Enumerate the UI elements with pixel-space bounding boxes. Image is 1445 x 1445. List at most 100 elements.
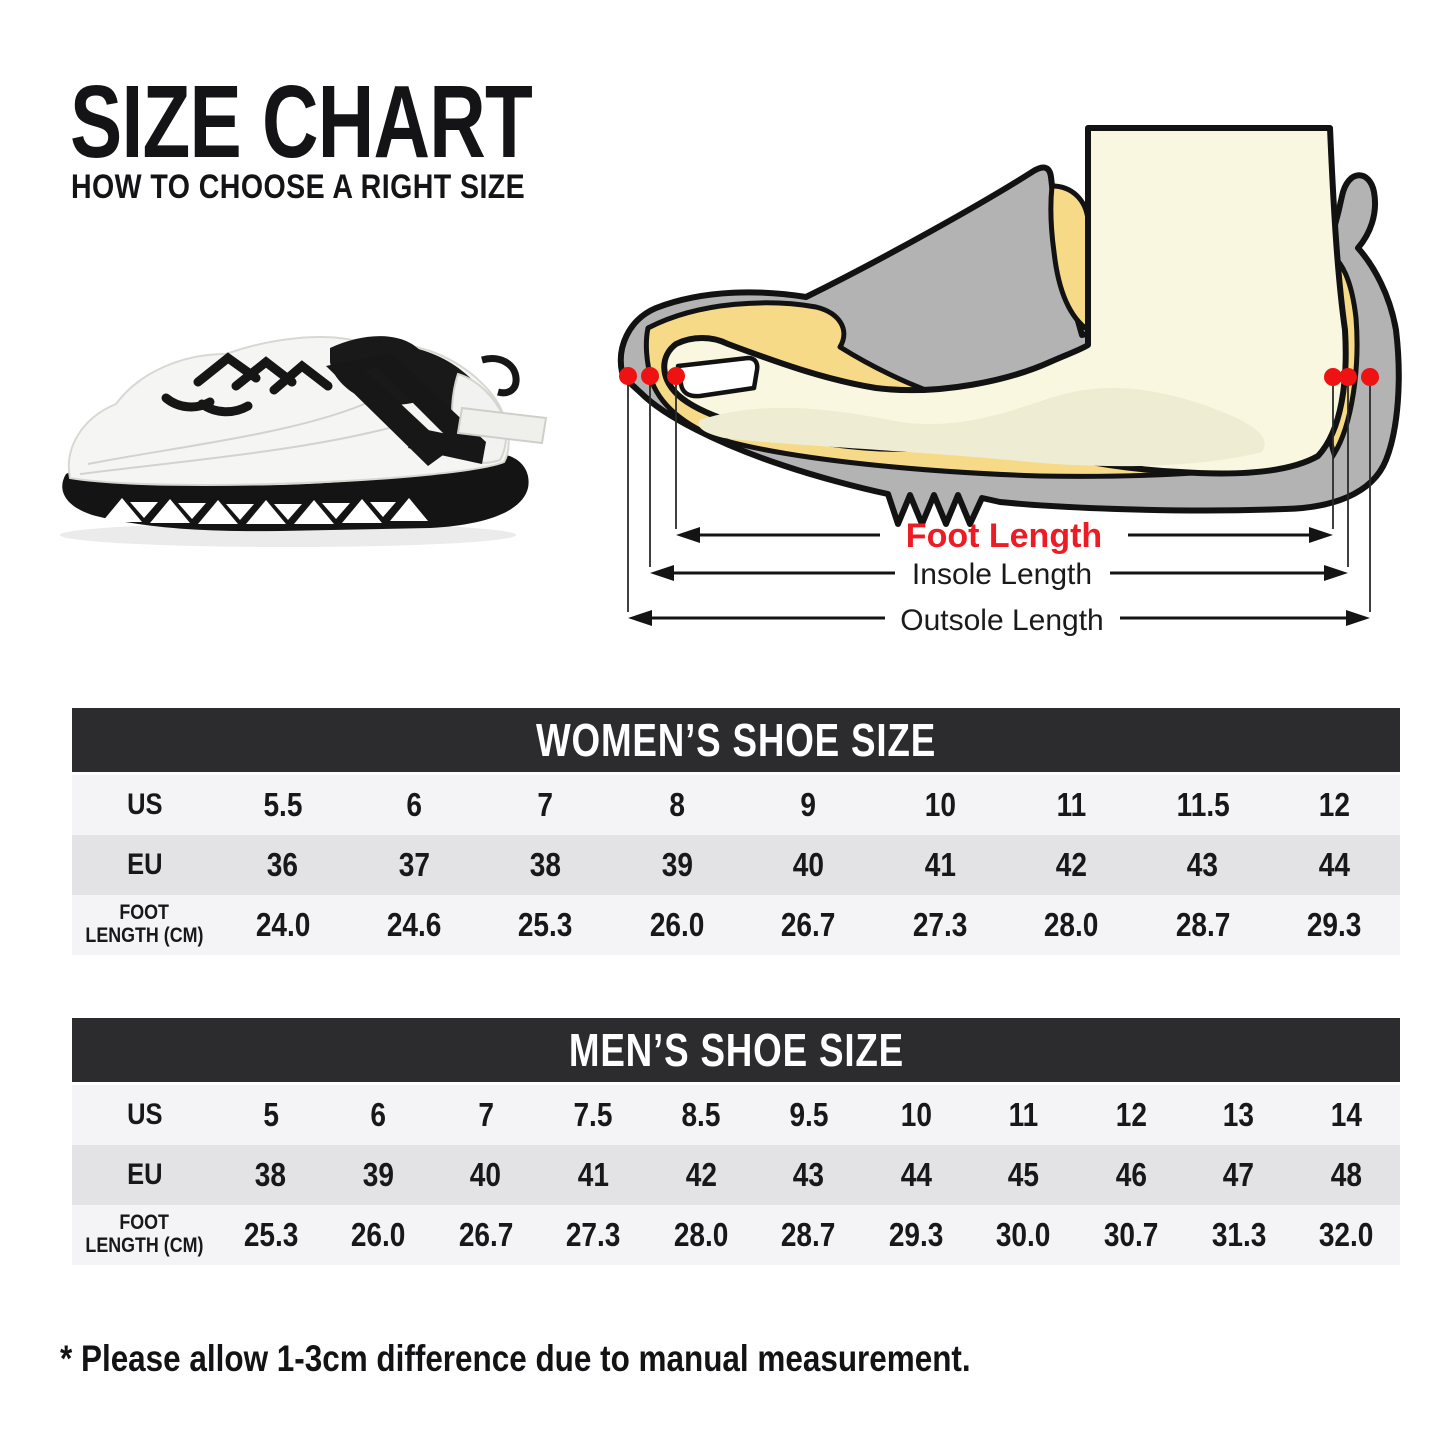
size-cell: 41 (924, 846, 956, 883)
size-cell: 13 (1223, 1096, 1255, 1133)
size-cell: 26.0 (351, 1216, 406, 1253)
mens-table-title: MEN’S SHOE SIZE (72, 1018, 1400, 1082)
size-cell: 5 (262, 1096, 279, 1133)
size-cell: 24.6 (386, 906, 442, 943)
shoe-laces (161, 352, 333, 417)
size-cell: 28.0 (1044, 906, 1099, 943)
size-cell: 25.3 (243, 1216, 299, 1253)
size-cell: 27.3 (566, 1216, 621, 1253)
size-cell: 5.5 (263, 786, 303, 823)
row-label-us: US (126, 1098, 163, 1131)
outsole-cutouts (102, 498, 428, 524)
toenail (675, 355, 760, 399)
measurement-guide-lines (627, 384, 1371, 612)
size-cell: 41 (577, 1156, 609, 1193)
shoe-shadow (60, 523, 516, 547)
size-cell: 30.0 (996, 1216, 1051, 1253)
row-label-us: US (126, 788, 163, 821)
size-cell: 29.3 (1306, 906, 1362, 943)
heel-strap (456, 406, 548, 445)
size-cell: 48 (1330, 1156, 1362, 1193)
row-label-eu: EU (126, 848, 163, 881)
size-cell: 36 (267, 846, 299, 883)
size-cell: 42 (1055, 846, 1087, 883)
size-cell: 10 (924, 786, 956, 823)
page-subtitle: HOW TO CHOOSE A RIGHT SIZE (71, 168, 526, 206)
size-cell: 11 (1056, 786, 1087, 823)
size-cell: 12 (1115, 1096, 1147, 1133)
size-cell: 46 (1115, 1156, 1147, 1193)
size-cell: 7 (478, 1096, 494, 1133)
mens-size-table: MEN’S SHOE SIZE US 5 6 7 7.5 8.5 9.5 10 … (72, 1018, 1400, 1265)
size-cell: 28.7 (1175, 906, 1231, 943)
table-row-men-us: US 5 6 7 7.5 8.5 9.5 10 11 12 13 14 (72, 1085, 1400, 1145)
size-cell: 9 (800, 786, 817, 823)
size-cell: 26.0 (649, 906, 705, 943)
size-cell: 47 (1223, 1156, 1255, 1193)
size-cell: 37 (398, 846, 430, 883)
ankle-lining-wedge (1048, 183, 1091, 335)
size-cell: 30.7 (1103, 1216, 1159, 1253)
womens-table-title-text: WOMEN’S SHOE SIZE (535, 714, 937, 766)
mens-table-title-text: MEN’S SHOE SIZE (568, 1024, 904, 1076)
size-cell: 40 (470, 1156, 502, 1193)
size-cell: 44 (1318, 846, 1350, 883)
size-cell: 25.3 (518, 906, 573, 943)
foot-length-label: Foot Length (906, 517, 1102, 555)
size-cell: 45 (1007, 1156, 1040, 1193)
size-cell: 38 (255, 1156, 287, 1193)
size-cell: 42 (685, 1156, 717, 1193)
size-cell: 26.7 (458, 1216, 514, 1253)
womens-table-title: WOMEN’S SHOE SIZE (72, 708, 1400, 772)
size-cell: 8.5 (681, 1096, 721, 1133)
size-cell: 8 (669, 786, 685, 823)
heel-pull-tab (481, 355, 520, 397)
size-cell: 11 (1008, 1096, 1039, 1133)
table-row-women-us: US 5.5 6 7 8 9 10 11 11.5 12 (72, 775, 1400, 835)
row-label-foot-length: FOOT LENGTH (CM) (85, 901, 204, 947)
dimension-arrows (628, 527, 1370, 626)
table-row-men-eu: EU 38 39 40 41 42 43 44 45 46 47 48 (72, 1145, 1400, 1205)
womens-size-table: WOMEN’S SHOE SIZE US 5.5 6 7 8 9 10 11 1… (72, 708, 1400, 955)
size-cell: 39 (362, 1156, 394, 1193)
size-cell: 44 (900, 1156, 932, 1193)
size-cell: 43 (1187, 846, 1219, 883)
size-cell: 31.3 (1211, 1216, 1266, 1253)
row-label-foot-length: FOOT LENGTH (CM) (85, 1211, 204, 1257)
size-cell: 7.5 (573, 1096, 613, 1133)
size-cell: 32.0 (1318, 1216, 1374, 1253)
size-cell: 28.0 (673, 1216, 729, 1253)
measurement-dots (619, 367, 1379, 386)
size-cell: 9.5 (788, 1096, 828, 1133)
size-cell: 27.3 (912, 906, 968, 943)
table-row-men-footlength: FOOT LENGTH (CM) 25.3 26.0 26.7 27.3 28.… (72, 1205, 1400, 1265)
size-cell: 6 (406, 786, 422, 823)
size-cell: 14 (1330, 1096, 1362, 1133)
measurement-disclaimer: * Please allow 1-3cm difference due to m… (60, 1338, 971, 1379)
size-cell: 43 (792, 1156, 825, 1193)
size-cell: 28.7 (781, 1216, 836, 1253)
outsole-length-label: Outsole Length (900, 604, 1103, 637)
size-cell: 6 (370, 1096, 387, 1133)
size-cell: 38 (529, 846, 562, 883)
size-cell: 40 (792, 846, 825, 883)
size-cell: 29.3 (888, 1216, 944, 1253)
size-cell: 10 (900, 1096, 932, 1133)
size-cell: 24.0 (255, 906, 311, 943)
foot-sole-shading (698, 387, 1265, 467)
table-row-women-footlength: FOOT LENGTH (CM) 24.0 24.6 25.3 26.0 26.… (72, 895, 1400, 955)
page-title: SIZE CHART (70, 64, 533, 179)
foot-measurement-diagram: Foot Length Insole Length Outsole Length (617, 125, 1402, 637)
size-cell: 26.7 (781, 906, 836, 943)
table-row-women-eu: EU 36 37 38 39 40 41 42 43 44 (72, 835, 1400, 895)
size-cell: 39 (661, 846, 693, 883)
insole-length-label: Insole Length (912, 558, 1092, 591)
upper-seam-line (79, 399, 419, 475)
size-cell: 11.5 (1176, 786, 1230, 823)
row-label-eu: EU (126, 1158, 163, 1191)
sneaker-photo (60, 336, 548, 547)
size-cell: 7 (537, 786, 554, 823)
shoe-cage-straps (326, 354, 486, 466)
size-cell: 12 (1318, 786, 1350, 823)
